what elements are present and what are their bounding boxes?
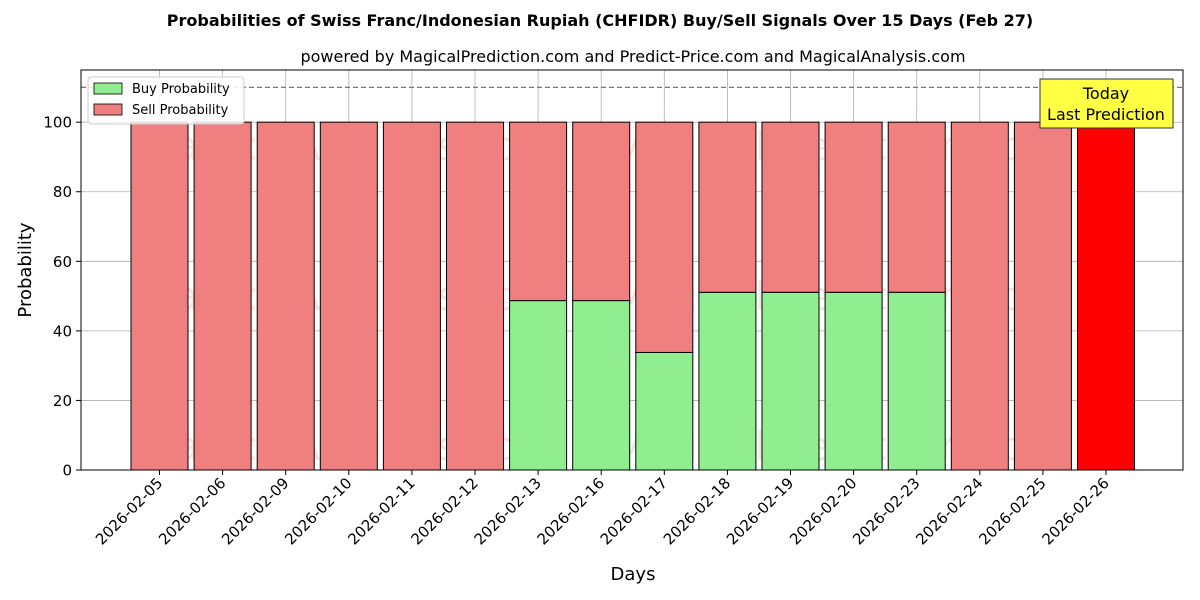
bar-buy: [824, 291, 883, 471]
legend-box: [87, 76, 245, 125]
x-tick-label: 2026-02-19: [723, 474, 797, 548]
x-tick-label: 2026-02-18: [660, 474, 734, 548]
x-tick-label: 2026-02-09: [218, 474, 292, 548]
bar-sell: [256, 121, 315, 471]
y-tick-label: 20: [53, 392, 72, 410]
x-tick-label: 2026-02-13: [471, 474, 545, 548]
today-annotation-box: [1039, 78, 1174, 129]
y-tick-label: 60: [53, 253, 72, 271]
legend-label-sell: Sell Probability: [132, 103, 229, 118]
bar-sell: [761, 121, 820, 293]
legend: Buy Probability Sell Probability: [87, 76, 245, 125]
chart-title: Probabilities of Swiss Franc/Indonesian …: [167, 11, 1033, 30]
bar-sell: [698, 121, 757, 293]
bar-sell: [1013, 121, 1072, 471]
bar-buy: [509, 300, 568, 471]
x-tick-label: 2026-02-11: [344, 474, 418, 548]
x-axis-label: Days: [611, 564, 656, 585]
today-annotation: Today Last Prediction: [1039, 78, 1174, 129]
bars: [130, 121, 1135, 471]
x-tick-label: 2026-02-05: [92, 474, 166, 548]
y-tick-label: 100: [43, 114, 72, 132]
x-tick-label: 2026-02-17: [597, 474, 671, 548]
bar-buy: [635, 351, 694, 471]
y-axis-label: Probability: [15, 222, 36, 317]
chart-subtitle: powered by MagicalPrediction.com and Pre…: [300, 47, 965, 66]
bar-sell: [1077, 121, 1135, 471]
bar-sell: [572, 121, 631, 302]
bar-buy: [761, 291, 820, 471]
bar-sell: [635, 121, 694, 353]
bar-buy: [698, 291, 757, 471]
x-tick-label: 2026-02-10: [281, 474, 355, 548]
x-tick-label: 2026-02-12: [407, 474, 481, 548]
y-tick-label: 80: [53, 183, 72, 201]
x-tick-label: 2026-02-25: [975, 474, 1049, 548]
legend-label-buy: Buy Probability: [132, 82, 230, 97]
bar-sell: [950, 121, 1009, 471]
today-annotation-line2: Last Prediction: [1047, 105, 1165, 124]
bar-sell: [130, 121, 189, 471]
bar-buy: [572, 300, 631, 471]
y-axis-ticks: 0 20 40 60 80 100: [43, 114, 81, 480]
bar-sell: [382, 121, 441, 471]
plot-frame: [80, 69, 1184, 471]
x-tick-label: 2026-02-06: [155, 474, 229, 548]
bar-sell: [887, 121, 946, 293]
bar-buy: [887, 291, 946, 471]
legend-swatch-buy: [93, 82, 123, 95]
bar-sell: [446, 121, 504, 471]
x-tick-label: 2026-02-16: [534, 474, 608, 548]
today-annotation-line1: Today: [1082, 84, 1129, 103]
y-tick-label: 40: [53, 322, 72, 340]
bar-sell: [824, 121, 883, 293]
bar-sell: [319, 121, 378, 471]
y-tick-label: 0: [62, 462, 72, 480]
legend-swatch-sell: [93, 103, 123, 116]
x-tick-label: 2026-02-23: [849, 474, 923, 548]
bar-sell: [193, 121, 252, 471]
x-tick-label: 2026-02-26: [1038, 474, 1112, 548]
x-tick-label: 2026-02-20: [786, 474, 860, 548]
x-tick-label: 2026-02-24: [912, 474, 986, 548]
x-axis-ticks: 2026-02-052026-02-062026-02-092026-02-10…: [92, 470, 1113, 548]
bar-sell: [509, 121, 568, 302]
